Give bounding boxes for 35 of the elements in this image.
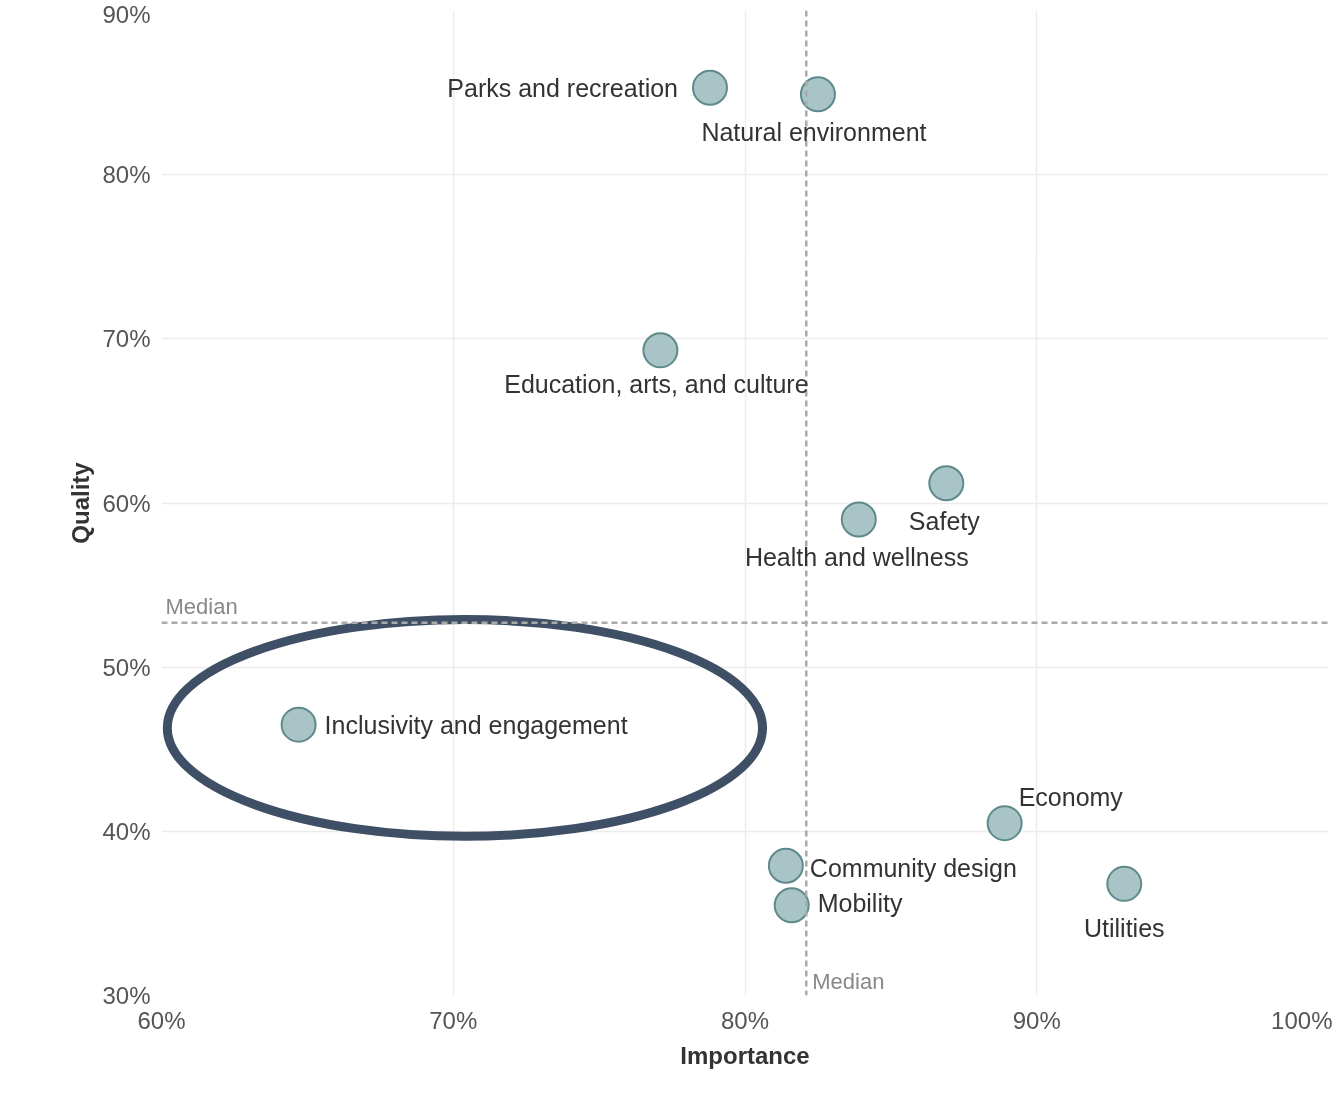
point bbox=[280, 706, 317, 743]
x-tick-label: 90% bbox=[1012, 1006, 1061, 1034]
series-label: Inclusivity and engagement bbox=[324, 710, 628, 739]
series-label: Education, arts, and culture bbox=[504, 370, 809, 399]
series-label: Natural environment bbox=[701, 118, 927, 147]
y-tick-label: 30% bbox=[102, 982, 151, 1009]
x-tick-label: 80% bbox=[720, 1006, 770, 1034]
x-tick-label: 100% bbox=[1271, 1006, 1332, 1034]
series-label: Economy bbox=[1018, 783, 1124, 812]
point bbox=[840, 501, 877, 538]
point bbox=[642, 332, 679, 369]
y-tick-label: 40% bbox=[102, 817, 151, 845]
y-tick-label: 60% bbox=[102, 489, 151, 517]
point bbox=[1106, 865, 1143, 902]
series-label: Parks and recreation bbox=[447, 73, 678, 102]
y-tick-label: 80% bbox=[102, 161, 151, 189]
point bbox=[773, 887, 810, 924]
y-tick-label: 70% bbox=[102, 325, 151, 353]
series-label: Utilities bbox=[1083, 913, 1165, 942]
point bbox=[928, 465, 965, 502]
point bbox=[767, 847, 804, 884]
series-label: Health and wellness bbox=[744, 543, 969, 572]
y-axis-title: Quality bbox=[67, 461, 95, 544]
x-tick-label: 70% bbox=[429, 1006, 478, 1034]
y-tick-label: 50% bbox=[102, 653, 151, 681]
point bbox=[691, 69, 728, 106]
ref-line-label: Median bbox=[165, 593, 238, 619]
x-axis-title: Importance bbox=[680, 1041, 810, 1069]
ref-line-label: Median bbox=[812, 968, 885, 994]
y-tick-label: 90% bbox=[102, 0, 151, 28]
series-label: Community design bbox=[809, 853, 1017, 882]
point bbox=[799, 76, 836, 113]
series-label: Mobility bbox=[817, 889, 903, 918]
x-tick-label: 60% bbox=[137, 1006, 186, 1034]
series-label: Safety bbox=[908, 507, 981, 536]
